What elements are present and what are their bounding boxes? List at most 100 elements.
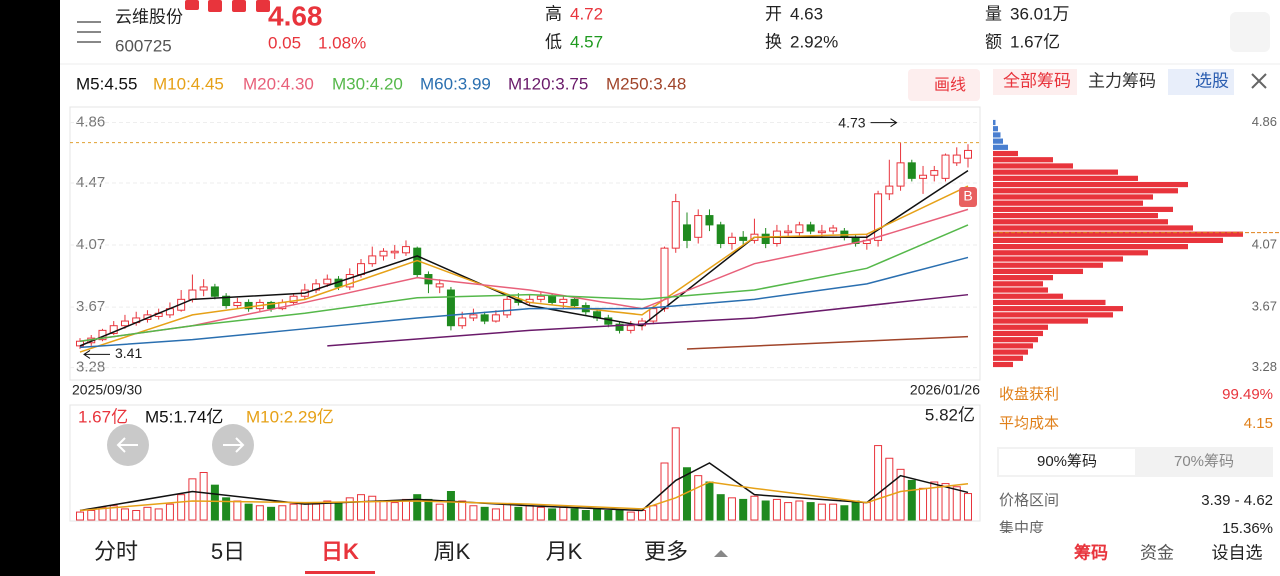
device-icon[interactable] — [1230, 12, 1270, 52]
bottom-button[interactable]: 资金 — [1140, 543, 1174, 562]
close-icon[interactable] — [1251, 73, 1267, 89]
chip-bar — [993, 219, 1168, 225]
volume-bar — [413, 494, 422, 521]
ma-line — [79, 224, 969, 342]
chip-tab[interactable]: 选股 — [1195, 71, 1229, 90]
range-toggle-active[interactable] — [999, 449, 1135, 475]
chip-bar — [993, 287, 1048, 293]
candle-body — [503, 298, 512, 316]
legend-entry[interactable]: M250:3.48 — [606, 74, 686, 93]
chip-bar — [993, 343, 1033, 349]
range-tab[interactable]: 70%筹码 — [1174, 453, 1234, 470]
legend-entry[interactable]: M120:3.75 — [508, 74, 588, 93]
chip-bar — [993, 194, 1153, 200]
more-icon[interactable] — [714, 550, 728, 557]
stat-value: 4.72 — [570, 4, 603, 23]
chip-bar — [993, 119, 996, 126]
volume-ma-line — [79, 481, 969, 512]
volume-bar — [210, 484, 219, 521]
tab[interactable]: 周K — [434, 539, 471, 564]
candle-body — [120, 320, 129, 327]
volume-bar — [278, 505, 287, 521]
chip-bar — [993, 256, 1123, 262]
tab[interactable]: 分时 — [94, 539, 138, 564]
candle-body — [109, 325, 118, 334]
arrow — [83, 350, 110, 359]
candle-body — [705, 215, 714, 226]
chip-tab[interactable]: 主力筹码 — [1088, 71, 1156, 90]
volume-bar — [952, 486, 961, 521]
volume-bar — [87, 510, 96, 521]
candle-body — [952, 154, 961, 164]
legend-entry[interactable]: M10:4.45 — [153, 74, 224, 93]
stat-label: 开 — [765, 4, 782, 23]
ma-line — [79, 208, 969, 342]
chip-tab-active[interactable] — [993, 69, 1077, 95]
draw-button-label[interactable]: 画线 — [934, 76, 966, 94]
volume-bar — [896, 468, 905, 521]
left-bezel — [0, 0, 60, 576]
legend-entry[interactable]: M60:3.99 — [420, 74, 491, 93]
chip-bar — [993, 349, 1028, 355]
legend-entry[interactable]: M30:4.20 — [332, 74, 403, 93]
range-tab[interactable]: 90%筹码 — [1037, 453, 1097, 470]
y-tick-label: 3.28 — [76, 359, 105, 376]
volume-bar — [615, 510, 624, 521]
volume-title: 1.67亿 — [78, 407, 128, 426]
chip-bar — [993, 200, 1143, 206]
chip-bar — [993, 144, 1008, 150]
candle-body — [491, 314, 500, 322]
chip-bar — [993, 281, 1043, 287]
candle-body — [536, 295, 545, 300]
legend-entry[interactable]: M10:2.29亿 — [246, 407, 334, 426]
candle-body — [379, 250, 388, 257]
volume-bar — [727, 497, 736, 521]
tab[interactable]: 月K — [546, 539, 583, 564]
chip-bar — [993, 268, 1083, 275]
volume-bar — [222, 497, 231, 521]
legend-entry[interactable]: M5:1.74亿 — [145, 407, 223, 426]
draw-button[interactable] — [908, 69, 980, 101]
legend-entry[interactable]: M20:4.30 — [243, 74, 314, 93]
x-tick-label: 2025/09/30 — [72, 382, 142, 398]
volume-bar — [177, 494, 186, 521]
ma-line — [686, 335, 969, 350]
stat-label: 平均成本 — [999, 415, 1059, 432]
volume-bar — [941, 483, 950, 521]
tab[interactable]: 日K — [321, 539, 359, 564]
tab[interactable]: 更多 — [644, 539, 688, 564]
chip-bar — [993, 138, 1003, 144]
volume-bar — [267, 506, 276, 521]
volume-bar — [312, 503, 321, 521]
candle-body — [548, 295, 557, 303]
chip-tab[interactable]: 全部筹码 — [1003, 71, 1071, 90]
volume-bar — [469, 505, 478, 521]
volume-bar — [120, 508, 129, 521]
volume-bar — [390, 502, 399, 521]
volume-bar — [581, 510, 590, 521]
legend-entry[interactable]: M5:4.55 — [76, 74, 137, 93]
chip-bar — [993, 324, 1048, 330]
candle-body — [795, 224, 804, 234]
candle-body — [919, 174, 928, 179]
candle-body — [806, 224, 815, 232]
chip-tab-select[interactable] — [1168, 69, 1234, 95]
chip-bar — [993, 361, 1013, 368]
candle-body — [401, 246, 410, 254]
bottom-button[interactable]: 设自选 — [1212, 543, 1263, 562]
y-tick-label: 4.86 — [1252, 114, 1277, 129]
volume-bar — [705, 481, 714, 521]
volume-bar — [255, 505, 264, 521]
volume-bar — [76, 511, 84, 521]
change-pct: 1.08% — [318, 33, 366, 52]
bottom-button[interactable]: 筹码 — [1074, 542, 1108, 562]
menu-icon[interactable] — [77, 21, 101, 43]
tab[interactable]: 5日 — [211, 539, 245, 564]
volume-bar — [357, 494, 366, 521]
stat-label: 收盘获利 — [999, 385, 1059, 403]
volume-bar — [379, 500, 388, 521]
buy-marker-label: B — [963, 188, 972, 204]
stat-label: 集中度 — [999, 520, 1044, 537]
candle-body — [323, 278, 332, 285]
volume-bar — [716, 494, 725, 521]
